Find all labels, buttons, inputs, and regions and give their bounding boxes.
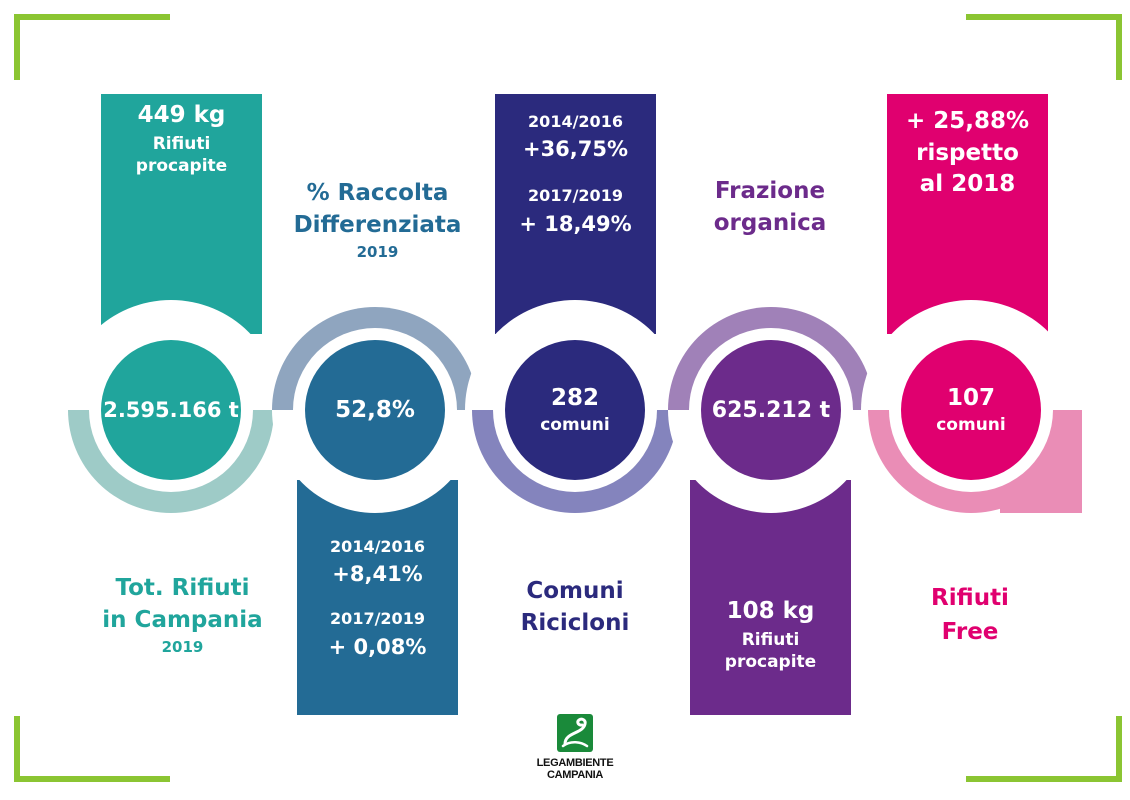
col1-label: Tot. Rifiuti in Campania 2019 (80, 575, 285, 656)
bar-magenta-top (887, 94, 1048, 334)
circle-rifiuti-free: 107 comuni (901, 340, 1041, 480)
corner-top-right (966, 14, 1122, 80)
col2-label-line2: Differenziata (293, 211, 462, 238)
col4-label-line1: Frazione (714, 178, 826, 204)
col3-value1: +36,75% (522, 137, 629, 162)
col1-top-block: 449 kg Rifiuti procapite (101, 102, 262, 176)
col1-top-value: 449 kg (137, 102, 226, 128)
col5-top-line1: + 25,88% (905, 108, 1030, 134)
col2-label-year: 2019 (356, 243, 399, 262)
logo-line2: CAMPANIA (546, 769, 604, 781)
col3-label-line1: Comuni (526, 578, 624, 604)
logo-line1: LEGAMBIENTE (536, 757, 614, 769)
col1-label-year: 2019 (161, 638, 204, 657)
legambiente-logo: LEGAMBIENTE CAMPANIA (532, 712, 618, 792)
col5-label: Rifiuti Free (870, 585, 1070, 646)
circle-comuni-ricicloni-unit: comuni (540, 415, 610, 435)
corner-bottom-right (966, 716, 1122, 782)
corner-top-left (14, 14, 170, 80)
circle-total-waste-value: 2.595.166 t (103, 398, 239, 422)
circle-comuni-ricicloni-value: 282 (550, 385, 599, 411)
col3-value2: + 18,49% (519, 211, 632, 236)
swan-logo-icon (557, 714, 593, 752)
col2-label: % Raccolta Differenziata 2019 (270, 180, 485, 261)
circle-separate-collection: 52,8% (305, 340, 445, 480)
col3-top-block: 2014/2016 +36,75% 2017/2019 + 18,49% (495, 112, 656, 237)
col1-label-line2: in Campania (102, 606, 263, 633)
col1-top-line3: procapite (135, 155, 228, 176)
col4-label: Frazione organica (670, 178, 870, 237)
col4-bottom-value: 108 kg (726, 598, 815, 624)
col4-bottom-line3: procapite (724, 651, 817, 672)
circle-total-waste: 2.595.166 t (101, 340, 241, 480)
circle-separate-collection-value: 52,8% (335, 397, 415, 423)
col2-bottom-block: 2014/2016 +8,41% 2017/2019 + 0,08% (297, 537, 458, 660)
col2-label-line1: % Raccolta (306, 180, 449, 206)
col2-value2: + 0,08% (328, 634, 427, 659)
col5-top-block: + 25,88% rispetto al 2018 (887, 108, 1048, 199)
col5-top-line3: al 2018 (919, 171, 1016, 198)
bar-blue-bottom (297, 480, 458, 715)
col3-period1: 2014/2016 (528, 112, 623, 131)
col3-period2: 2017/2019 (528, 186, 623, 206)
col5-label-line1: Rifiuti (931, 585, 1009, 611)
col2-value1: +8,41% (332, 562, 423, 587)
col1-label-line1: Tot. Rifiuti (115, 575, 250, 601)
col4-bottom-block: 108 kg Rifiuti procapite (690, 598, 851, 672)
corner-bottom-left (14, 716, 170, 782)
bar-purple-bottom (690, 480, 851, 715)
circle-comuni-ricicloni: 282 comuni (505, 340, 645, 480)
circle-rifiuti-free-value: 107 (946, 385, 995, 411)
col5-label-line2: Free (941, 618, 999, 645)
col3-label: Comuni Ricicloni (475, 578, 675, 637)
circle-organic-value: 625.212 t (711, 397, 831, 423)
col2-period1: 2014/2016 (330, 537, 425, 556)
bar-navy-top (495, 94, 656, 334)
bar-teal-top (101, 94, 262, 334)
col2-period2: 2017/2019 (330, 609, 425, 629)
col4-label-line2: organica (713, 209, 827, 236)
circle-organic: 625.212 t (701, 340, 841, 480)
col5-top-line2: rispetto (916, 139, 1019, 166)
col3-label-line2: Ricicloni (520, 609, 630, 636)
col1-top-line2: Rifiuti (152, 133, 211, 154)
col4-bottom-line2: Rifiuti (741, 629, 800, 650)
circle-rifiuti-free-unit: comuni (936, 415, 1006, 435)
